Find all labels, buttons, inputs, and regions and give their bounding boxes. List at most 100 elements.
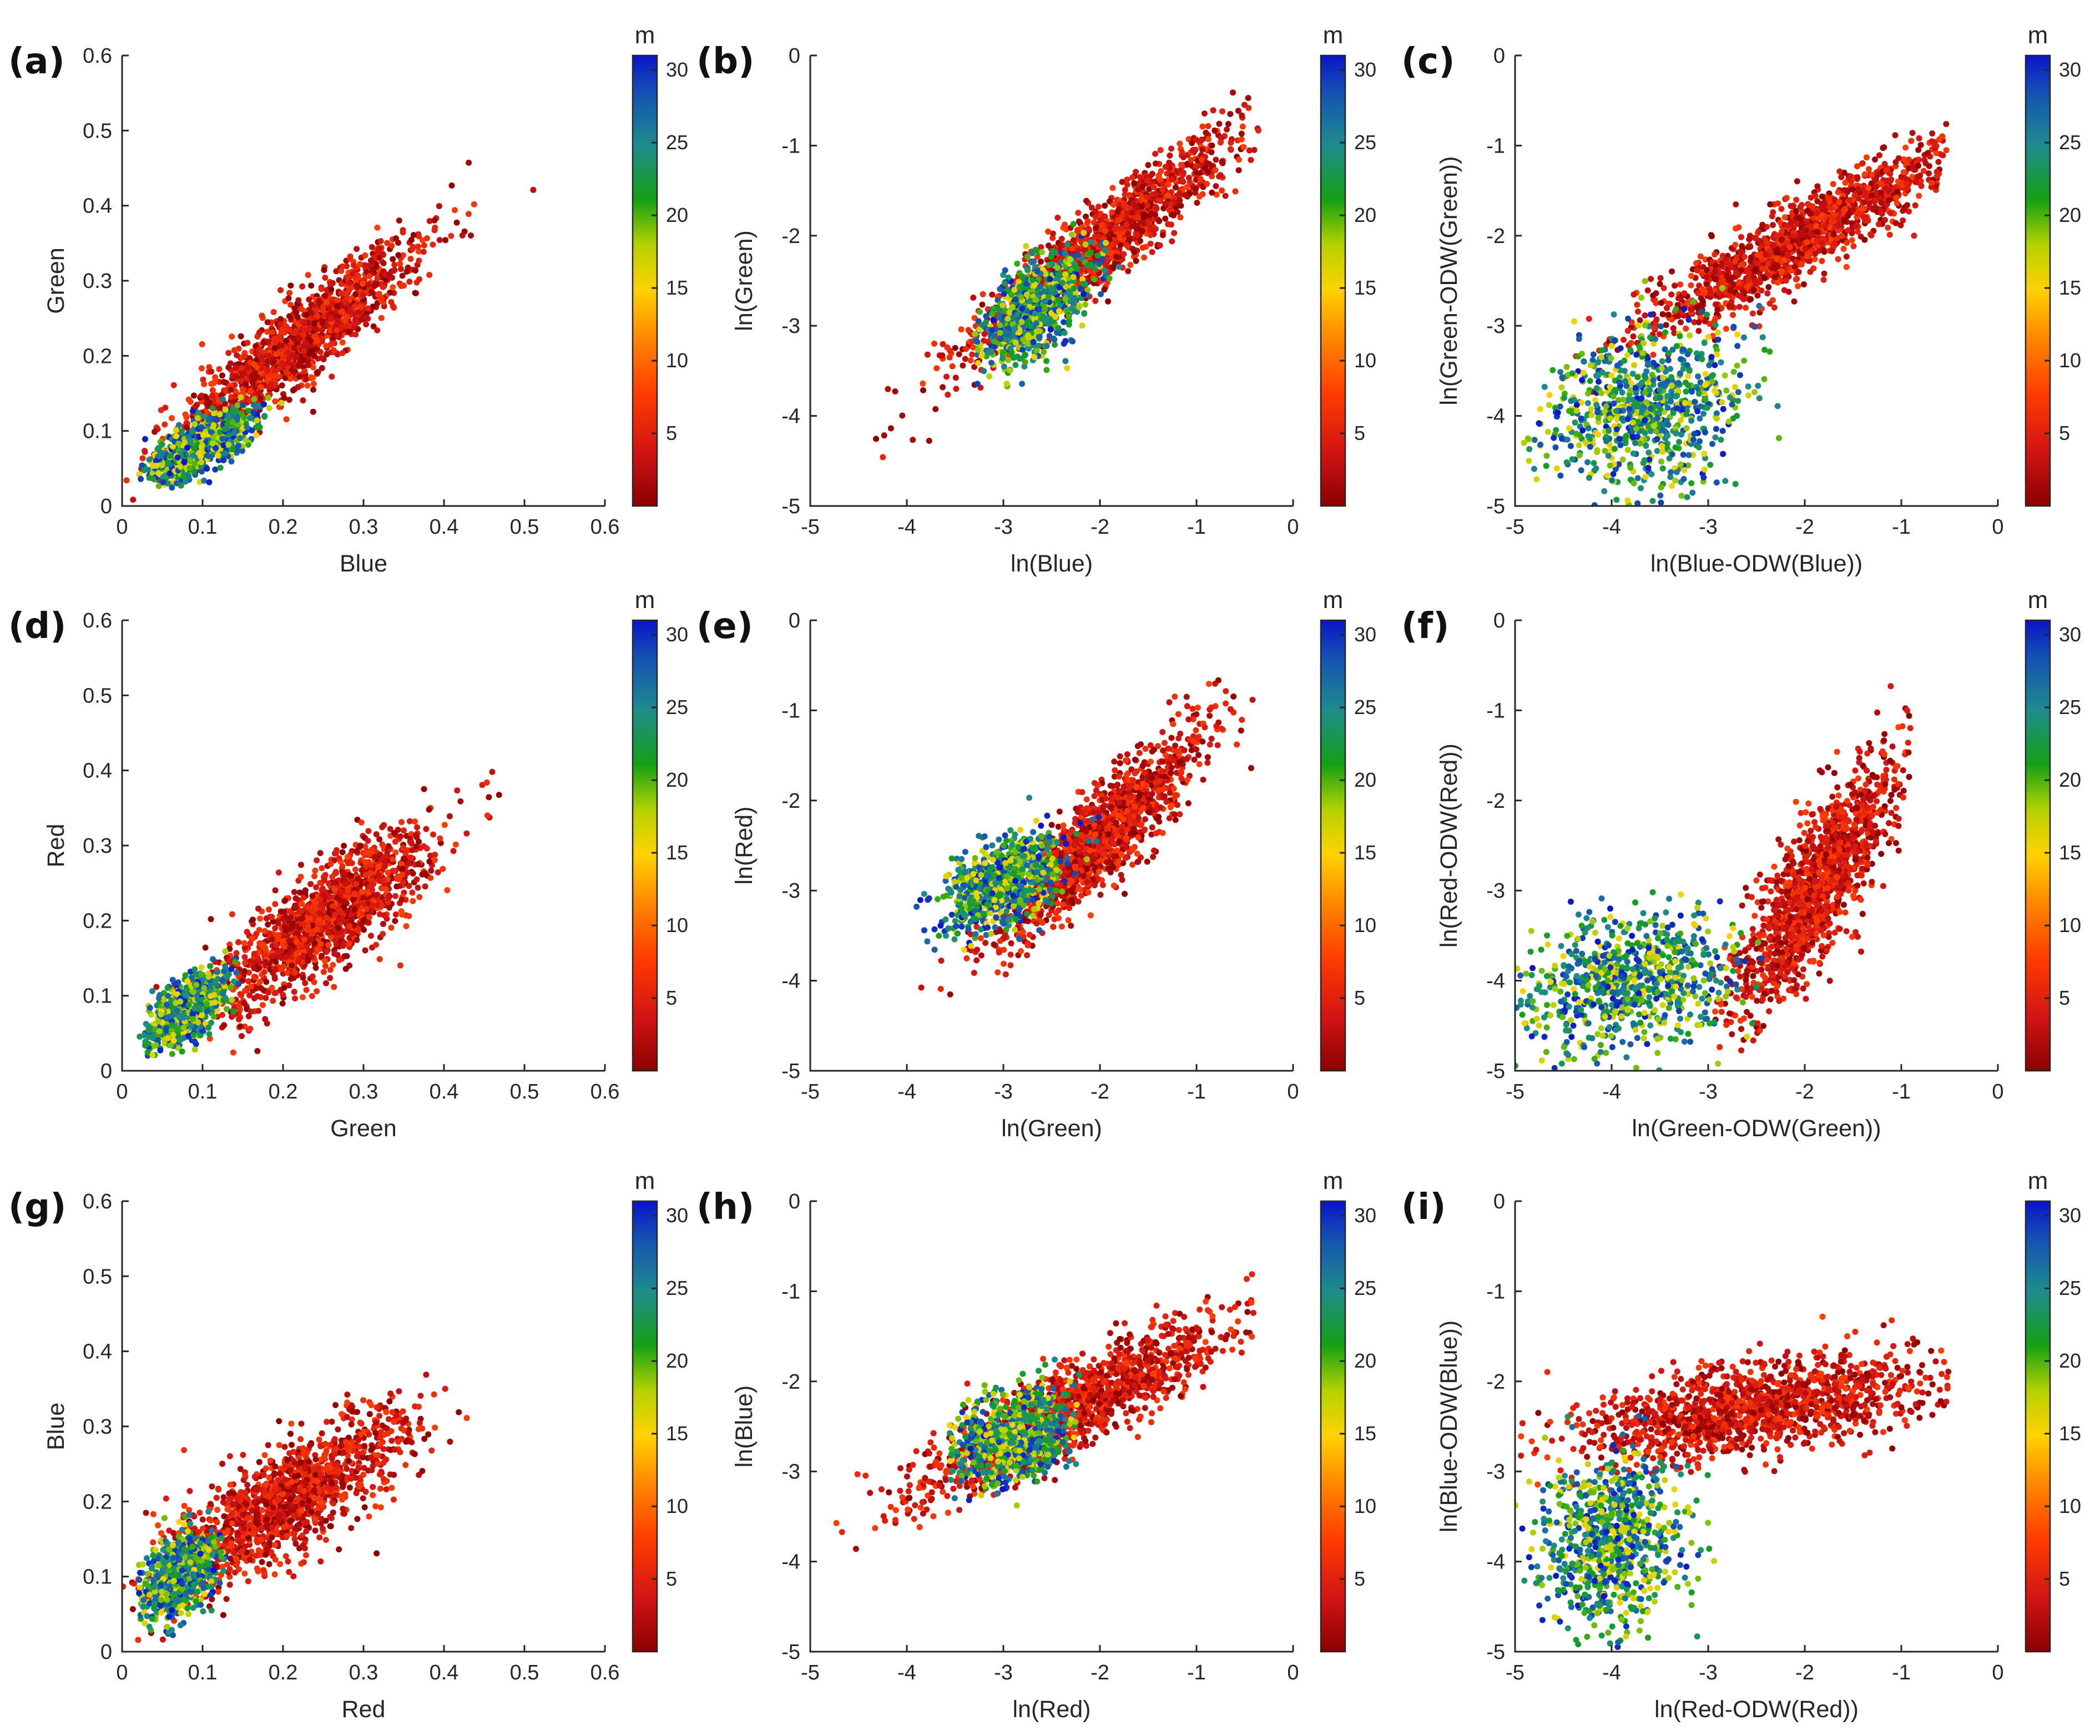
deep-point [165,459,171,465]
shallow-point [334,297,341,303]
deep-point [210,410,217,417]
deep-point [204,465,210,472]
shallow-point [1092,214,1099,220]
x-tick-label: 0 [1287,515,1299,539]
shallow-point [410,232,417,239]
shallow-point [1105,298,1112,305]
shallow-point [1205,123,1211,129]
deep-point [997,330,1003,336]
deep-point [1048,310,1054,316]
deep-point [159,462,165,469]
deep-point [1018,318,1025,325]
deep-point [1068,305,1075,312]
shallow-point [350,262,357,269]
shallow-point [530,186,537,193]
x-tick-label: 0.3 [349,515,378,539]
shallow-point [334,333,341,340]
shallow-point [1771,304,1778,311]
deep-point [195,409,201,416]
deep-point [1115,264,1122,270]
deep-point [244,424,250,431]
shallow-point [1109,209,1115,216]
shallow-point [301,348,307,355]
colorbar-tick-label: 10 [666,349,688,372]
shallow-point [380,284,386,290]
deep-point [206,479,213,485]
deep-point [1056,297,1062,303]
deep-point [1043,358,1050,365]
deep-point [173,433,180,439]
shallow-point [420,249,427,255]
shallow-point [248,388,254,394]
shallow-point [161,421,168,428]
shallow-point [309,315,316,322]
shallow-point [931,340,937,347]
shallow-point [1917,141,1924,148]
deep-point [1014,311,1021,318]
shallow-point [212,378,219,384]
shallow-point [243,381,249,388]
x-axis-label: Blue [340,550,387,577]
shallow-point [1733,201,1739,207]
shallow-point [380,260,387,266]
shallow-point [301,320,307,326]
deep-point [1024,340,1031,347]
shallow-point [256,329,263,336]
shallow-point [1168,221,1174,228]
shallow-point [1133,204,1139,211]
shallow-point [395,240,401,246]
shallow-point [406,279,413,285]
deep-point [142,436,148,442]
shallow-point [285,370,291,377]
shallow-point [1648,276,1654,282]
deep-point [1030,339,1037,345]
shallow-point [396,217,402,224]
shallow-point [286,397,292,403]
shallow-point [1184,161,1190,168]
shallow-point [932,406,939,412]
shallow-point [873,436,880,442]
deep-point [1022,359,1028,366]
shallow-point [1205,168,1211,175]
shallow-point [286,326,292,333]
shallow-point [357,261,363,267]
shallow-point [1125,231,1132,237]
colorbar-tick-label: 5 [1354,422,1365,444]
shallow-point [1102,203,1108,209]
shallow-point [1192,186,1199,193]
deep-point [974,381,981,387]
deep-point [245,408,251,414]
shallow-point [316,298,322,304]
shallow-point [1119,179,1125,185]
deep-point [253,432,260,438]
deep-point [229,419,236,426]
shallow-point [1870,198,1877,205]
shallow-point [1821,249,1828,255]
shallow-point [328,286,335,293]
shallow-point [1246,147,1253,154]
deep-point [1048,286,1055,292]
shallow-point [949,363,956,370]
deep-point [983,313,990,320]
deep-point [1006,296,1013,303]
shallow-point [308,282,315,289]
deep-point [1005,357,1012,363]
y-tick-label: 0.4 [83,195,112,218]
deep-point [1079,281,1086,287]
shallow-point [259,312,265,319]
shallow-point [338,324,345,331]
shallow-point [1112,226,1118,232]
shallow-point [184,424,190,431]
shallow-point [1849,237,1855,244]
shallow-point [1125,268,1132,275]
shallow-point [1113,253,1119,260]
shallow-point [339,350,346,356]
shallow-point [1255,127,1261,134]
shallow-point [1843,264,1850,270]
deep-point [1087,249,1094,256]
shallow-point [311,333,317,340]
shallow-point [339,291,345,297]
shallow-point [374,327,381,333]
deep-point [237,435,244,442]
shallow-point [1749,310,1756,317]
